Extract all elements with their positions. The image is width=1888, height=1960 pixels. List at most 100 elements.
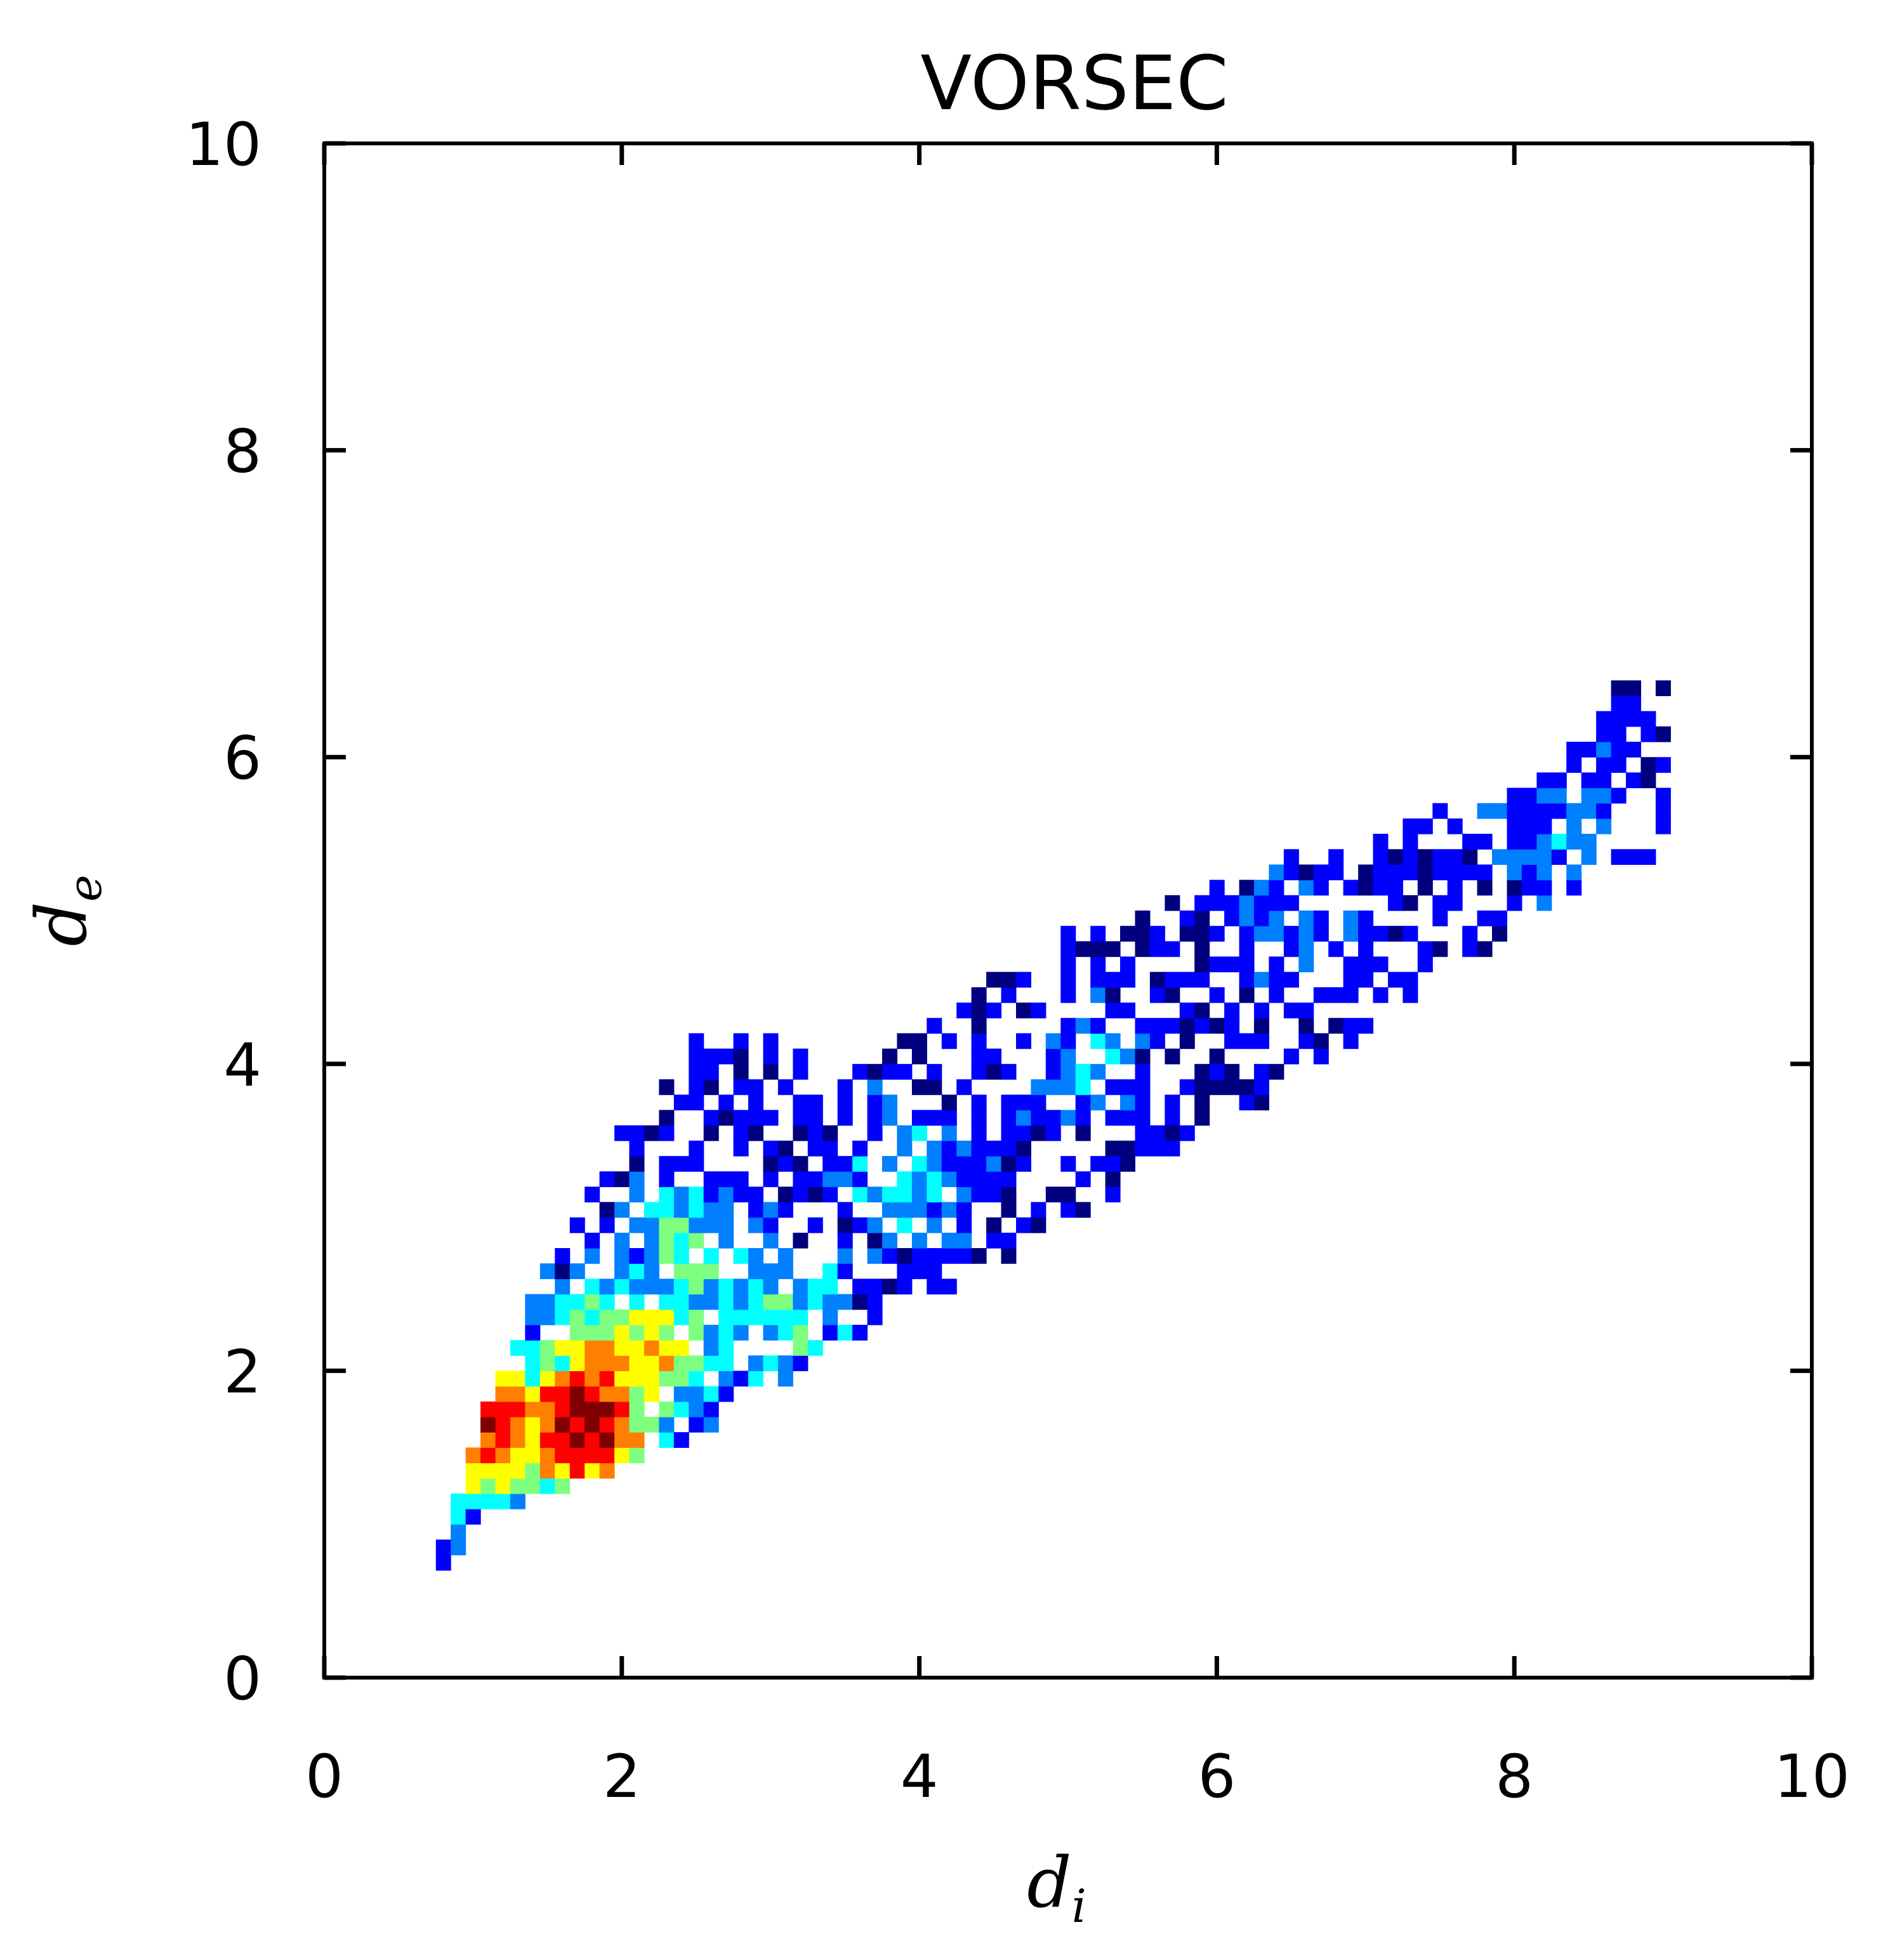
heatmap-cell [584, 1432, 600, 1448]
heatmap-cell [897, 1140, 913, 1157]
heatmap-cell [1313, 911, 1329, 926]
y-tick-label: 0 [223, 1645, 261, 1714]
heatmap-cell [1031, 1079, 1046, 1095]
heatmap-cell [629, 1432, 645, 1448]
x-axis-label-subscript: i [1072, 1879, 1086, 1933]
heatmap-cell [480, 1493, 496, 1509]
heatmap-cell [584, 1279, 600, 1295]
heatmap-cell [1298, 1018, 1314, 1034]
heatmap-cell [1001, 1187, 1017, 1202]
heatmap-cell [1165, 1018, 1180, 1034]
heatmap-cell [539, 1463, 555, 1479]
heatmap-cell [1016, 1155, 1031, 1172]
heatmap-cell [1224, 895, 1240, 911]
heatmap-cell [718, 1324, 734, 1341]
heatmap-cell [584, 1371, 600, 1387]
heatmap-cell [1209, 1048, 1225, 1065]
heatmap-cell [1194, 1003, 1210, 1018]
heatmap-cell [867, 1217, 883, 1233]
heatmap-cell [822, 1279, 838, 1295]
heatmap-cell [1611, 695, 1627, 712]
heatmap-cell [763, 1202, 779, 1218]
heatmap-cell [882, 1095, 897, 1110]
heatmap-cell [673, 1202, 689, 1218]
heatmap-cell [1507, 864, 1522, 881]
heatmap-cell [986, 1232, 1002, 1249]
heatmap-cell [1388, 849, 1403, 865]
heatmap-cell [1194, 1110, 1210, 1126]
heatmap-cell [689, 1232, 704, 1249]
heatmap-cell [569, 1401, 585, 1417]
heatmap-cell [1120, 1140, 1135, 1157]
heatmap-cell [1090, 941, 1106, 957]
heatmap-cell [822, 1140, 838, 1157]
heatmap-cell [1224, 956, 1240, 973]
heatmap-cell [1655, 757, 1671, 773]
heatmap-cell [539, 1478, 555, 1494]
heatmap-cell [911, 1232, 927, 1249]
heatmap-cell [495, 1416, 511, 1433]
heatmap-cell [539, 1386, 555, 1402]
heatmap-cell [1328, 941, 1344, 957]
heatmap-cell [911, 1155, 927, 1172]
heatmap-cell [495, 1432, 511, 1448]
heatmap-cell [1090, 1033, 1106, 1049]
heatmap-cell [1417, 941, 1433, 957]
heatmap-cell [867, 1279, 883, 1295]
heatmap-cell [703, 1401, 719, 1417]
heatmap-cell [837, 1263, 853, 1279]
heatmap-cell [1090, 1063, 1106, 1080]
heatmap-cell [1149, 941, 1165, 957]
heatmap-cell [1507, 787, 1522, 804]
heatmap-cell [1001, 1248, 1017, 1264]
heatmap-cell [1031, 1202, 1046, 1218]
heatmap-cell [793, 1063, 809, 1080]
heatmap-cell [927, 1140, 942, 1157]
heatmap-cell [1090, 1155, 1106, 1172]
heatmap-cell [748, 1125, 763, 1141]
heatmap-cell [927, 1018, 942, 1034]
heatmap-cell [1016, 971, 1031, 988]
heatmap-cell [1492, 849, 1507, 865]
heatmap-cell [569, 1294, 585, 1310]
heatmap-cell [495, 1463, 511, 1479]
heatmap-cell [733, 1140, 749, 1157]
heatmap-cell [1269, 895, 1284, 911]
heatmap-cell [465, 1478, 481, 1494]
heatmap-cell [1298, 1033, 1314, 1049]
heatmap-cell [807, 1217, 823, 1233]
heatmap-cell [629, 1401, 645, 1417]
heatmap-cell [1358, 926, 1374, 942]
heatmap-cell [1283, 971, 1299, 988]
heatmap-cell [569, 1416, 585, 1433]
y-tick-labels: 0 2 4 6 8 10 [185, 110, 261, 1714]
heatmap-cell [1566, 864, 1582, 881]
heatmap-cell [1536, 787, 1552, 804]
heatmap-cell [1194, 1079, 1210, 1095]
heatmap-cell [510, 1493, 525, 1509]
heatmap-cell [703, 1355, 719, 1371]
heatmap-cell [659, 1155, 675, 1172]
heatmap-cell [525, 1371, 541, 1387]
heatmap-cell [465, 1509, 481, 1525]
heatmap-cell [1031, 1217, 1046, 1233]
heatmap-cell [1165, 1140, 1180, 1157]
heatmap-cell [644, 1340, 659, 1356]
heatmap-cell [1536, 895, 1552, 911]
heatmap-cell [1075, 1125, 1091, 1141]
heatmap-cell [718, 1202, 734, 1218]
heatmap-cell [1254, 926, 1269, 942]
heatmap-cell [1373, 849, 1389, 865]
heatmap-cell [599, 1324, 615, 1341]
heatmap-cell [1001, 1202, 1017, 1218]
heatmap-cell [807, 1279, 823, 1295]
heatmap-cell [718, 1217, 734, 1233]
heatmap-cell [555, 1463, 571, 1479]
heatmap-cell [1521, 803, 1537, 819]
heatmap-cell [1596, 726, 1612, 742]
heatmap-cell [1432, 911, 1448, 926]
heatmap-cell [1060, 1033, 1076, 1049]
heatmap-cell [793, 1125, 809, 1141]
heatmap-cell [614, 1232, 630, 1249]
heatmap-cell [703, 1063, 719, 1080]
